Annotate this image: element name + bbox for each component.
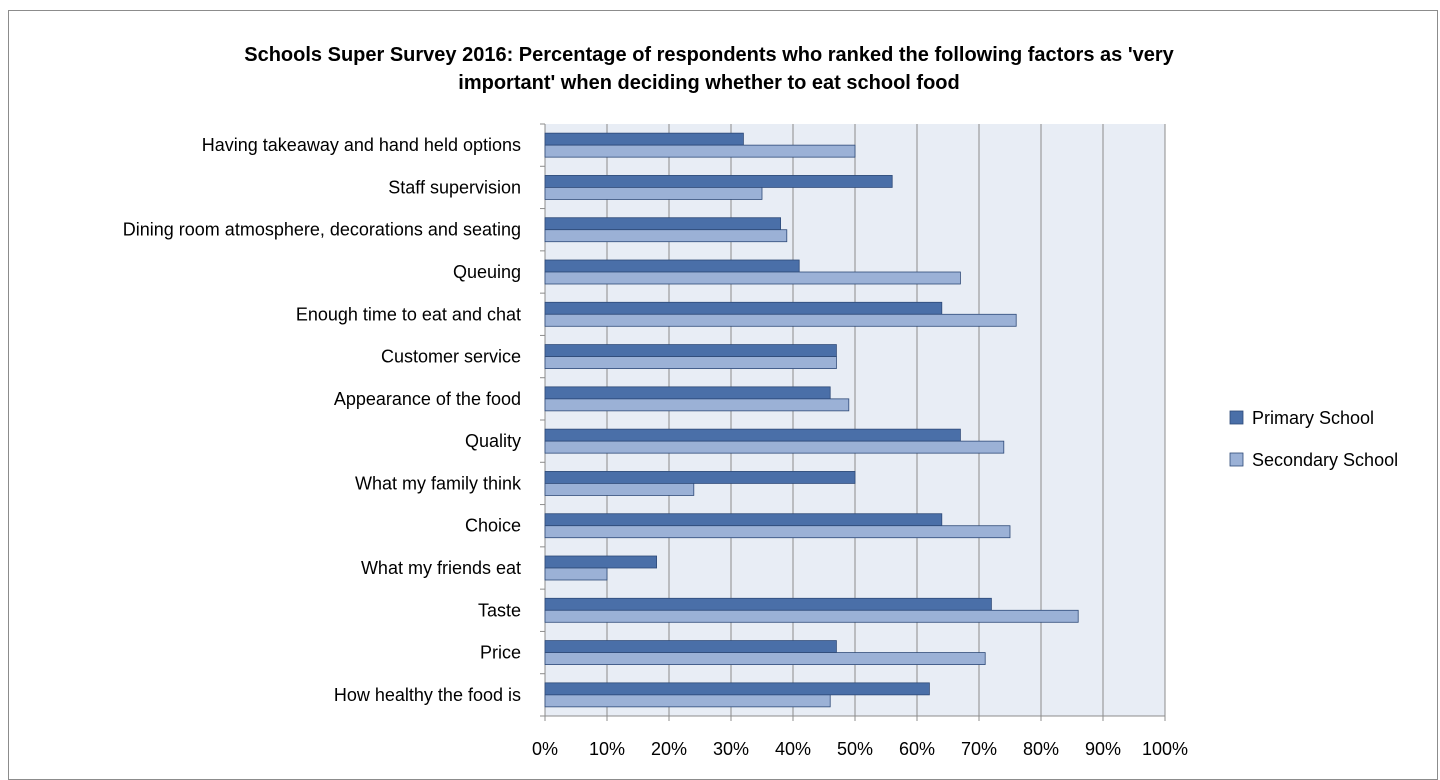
- legend-label: Primary School: [1252, 408, 1374, 428]
- category-label: Enough time to eat and chat: [296, 304, 521, 324]
- category-label: What my family think: [355, 473, 522, 493]
- bar-secondary-school: [544, 483, 695, 496]
- bar-secondary-school: [544, 694, 831, 708]
- bar-secondary-school: [544, 187, 763, 200]
- chart-title-line-1: Schools Super Survey 2016: Percentage of…: [244, 44, 1174, 66]
- bar-secondary-school: [544, 398, 850, 412]
- legend-label: Secondary School: [1252, 450, 1398, 470]
- category-label: Queuing: [453, 262, 521, 282]
- x-tick-label: 10%: [589, 739, 625, 759]
- bar-secondary-school: [544, 271, 961, 285]
- x-tick-label: 30%: [713, 739, 749, 759]
- bar-secondary-school: [544, 652, 986, 665]
- bar-primary-school: [544, 132, 744, 146]
- bar-primary-school: [544, 175, 893, 188]
- bar-secondary-school: [544, 440, 1005, 454]
- category-label: Price: [480, 643, 521, 663]
- category-label: Quality: [465, 431, 521, 451]
- chart-title-line-2: important' when deciding whether to eat …: [458, 72, 960, 94]
- bar-secondary-school: [544, 525, 1011, 539]
- category-label: Taste: [478, 600, 521, 620]
- bar-secondary-school: [544, 229, 788, 243]
- x-tick-label: 100%: [1142, 739, 1188, 759]
- x-tick-label: 40%: [775, 739, 811, 759]
- bar-primary-school: [544, 217, 782, 231]
- bar-primary-school: [544, 513, 943, 527]
- x-tick-label: 70%: [961, 739, 997, 759]
- bar-secondary-school: [544, 609, 1079, 623]
- bar-primary-school: [544, 259, 800, 273]
- category-label: How healthy the food is: [334, 685, 521, 705]
- bar-primary-school: [544, 344, 837, 357]
- bar-secondary-school: [544, 567, 608, 581]
- bar-primary-school: [544, 471, 856, 484]
- x-tick-label: 0%: [532, 739, 558, 759]
- bar-primary-school: [544, 682, 930, 696]
- category-label: What my friends eat: [361, 558, 521, 578]
- x-tick-label: 80%: [1023, 739, 1059, 759]
- bar-primary-school: [544, 301, 943, 315]
- x-tick-label: 90%: [1085, 739, 1121, 759]
- x-tick-label: 20%: [651, 739, 687, 759]
- category-label: Having takeaway and hand held options: [202, 135, 521, 155]
- bar-primary-school: [544, 597, 992, 611]
- category-label: Dining room atmosphere, decorations and …: [123, 220, 521, 240]
- bar-secondary-school: [544, 144, 856, 158]
- x-tick-label: 60%: [899, 739, 935, 759]
- category-label: Staff supervision: [388, 177, 521, 197]
- legend-swatch: [1229, 452, 1244, 467]
- x-tick-label: 50%: [837, 739, 873, 759]
- bar-primary-school: [544, 428, 961, 442]
- bar-secondary-school: [544, 313, 1017, 327]
- bar-primary-school: [544, 640, 837, 653]
- category-label: Choice: [465, 516, 521, 536]
- bar-secondary-school: [544, 356, 837, 369]
- bar-primary-school: [544, 555, 657, 569]
- category-label: Customer service: [381, 347, 521, 367]
- chart-title: Schools Super Survey 2016: Percentage of…: [9, 41, 1409, 97]
- bar-primary-school: [544, 386, 831, 400]
- legend-swatch: [1229, 410, 1244, 425]
- category-label: Appearance of the food: [334, 389, 521, 409]
